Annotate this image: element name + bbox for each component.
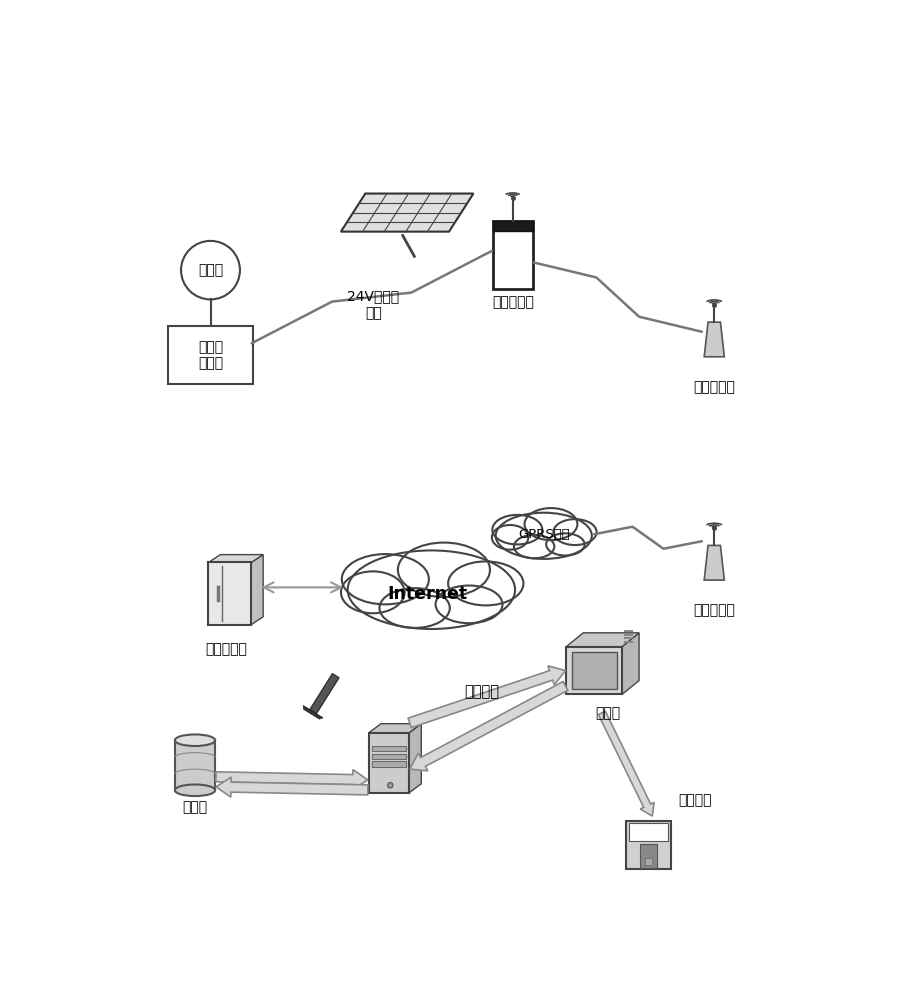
FancyBboxPatch shape [624,641,634,643]
FancyBboxPatch shape [369,733,409,793]
Text: 无线发
射模块: 无线发 射模块 [198,340,223,370]
FancyBboxPatch shape [629,823,668,841]
FancyBboxPatch shape [372,761,405,767]
Polygon shape [251,555,263,625]
Polygon shape [369,724,421,733]
Polygon shape [410,682,568,771]
FancyBboxPatch shape [572,652,616,689]
Ellipse shape [492,525,528,550]
Polygon shape [310,674,339,714]
Polygon shape [598,711,654,816]
Text: Internet: Internet [387,585,467,603]
Text: 传感器: 传感器 [198,263,223,277]
Text: 分析结果: 分析结果 [464,684,499,699]
Ellipse shape [514,535,554,558]
Text: 监测站: 监测站 [595,706,621,720]
FancyBboxPatch shape [624,634,634,636]
FancyBboxPatch shape [624,630,634,632]
Ellipse shape [175,734,215,746]
Polygon shape [408,666,565,728]
Text: GPRS网络: GPRS网络 [518,528,570,541]
Ellipse shape [495,513,592,559]
Polygon shape [704,545,724,580]
Ellipse shape [546,533,584,556]
Ellipse shape [342,554,429,604]
Polygon shape [304,705,323,719]
FancyBboxPatch shape [372,754,405,759]
Polygon shape [341,194,474,232]
Text: 无线发射塔: 无线发射塔 [694,603,735,617]
Polygon shape [704,322,724,357]
Text: 无线发射塔: 无线发射塔 [694,380,735,394]
Ellipse shape [398,543,490,597]
FancyBboxPatch shape [493,221,533,231]
Ellipse shape [379,588,450,628]
Ellipse shape [347,550,515,629]
FancyBboxPatch shape [493,221,533,289]
Polygon shape [215,770,368,790]
Ellipse shape [175,785,215,796]
Polygon shape [566,633,639,647]
FancyBboxPatch shape [644,858,653,865]
Ellipse shape [448,561,524,605]
Ellipse shape [435,586,503,623]
Text: 专用服务器: 专用服务器 [205,642,247,656]
Ellipse shape [554,519,596,545]
Ellipse shape [493,515,543,544]
Ellipse shape [341,571,405,613]
Ellipse shape [524,508,577,540]
FancyBboxPatch shape [372,746,405,751]
Polygon shape [409,724,421,793]
FancyBboxPatch shape [175,740,215,790]
FancyBboxPatch shape [566,647,622,694]
FancyBboxPatch shape [626,821,671,869]
FancyBboxPatch shape [208,562,251,625]
FancyBboxPatch shape [624,637,634,639]
Text: 通讯管理器: 通讯管理器 [492,295,534,309]
Text: 24V太阳能
供电: 24V太阳能 供电 [347,290,399,320]
FancyBboxPatch shape [640,844,657,868]
FancyBboxPatch shape [168,326,253,384]
Polygon shape [622,633,639,694]
Circle shape [387,783,393,788]
Polygon shape [216,777,368,797]
Text: 数据备份: 数据备份 [678,794,712,808]
Polygon shape [208,555,263,562]
Text: 数据库: 数据库 [183,801,207,815]
Circle shape [181,241,240,299]
